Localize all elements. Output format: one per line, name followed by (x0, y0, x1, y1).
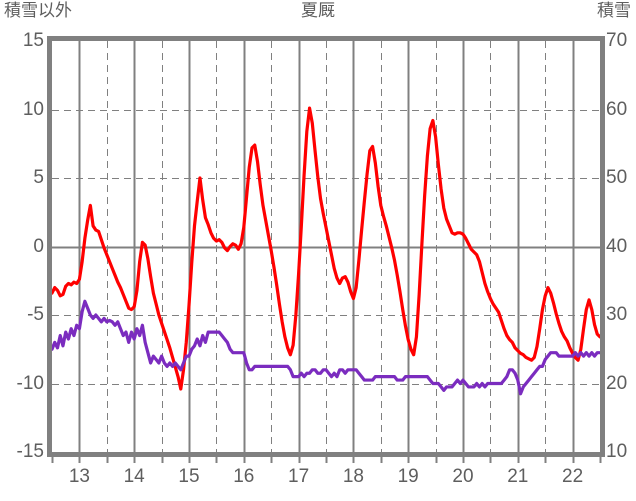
axis-bottom-spine (47, 452, 605, 457)
y-axis-left-tick-label: -5 (27, 304, 44, 325)
y-axis-right-tick-label: 20 (606, 372, 628, 394)
gridlines (52, 41, 600, 452)
y-axis-right-tick-label: 40 (606, 235, 628, 257)
y-axis-left-tick-label: -15 (16, 441, 44, 462)
chart-title: 夏厩 (301, 1, 335, 20)
y-axis-left-tick-label: 10 (22, 98, 44, 120)
x-axis-tick-label: 18 (342, 466, 364, 487)
axis-frame (47, 36, 605, 463)
left-axis-title: 積雪以外 (4, 1, 72, 20)
x-axis-tick-label: 13 (68, 466, 90, 487)
x-axis-tick-label: 22 (562, 466, 584, 487)
y-axis-right-tick-label: 50 (606, 167, 628, 188)
y-axis-left-tick-label: -10 (16, 372, 44, 394)
y-axis-left-tick-label: 15 (22, 30, 44, 51)
x-axis-tick-label: 20 (452, 466, 474, 487)
right-axis-title: 積雪 (597, 1, 631, 20)
axis-left-spine (47, 36, 52, 457)
y-axis-left-tick-label: 5 (33, 167, 44, 188)
y-axis-left-tick-label: 0 (33, 235, 44, 257)
series-line-other (50, 106, 602, 391)
x-axis-tick-label: 15 (178, 466, 200, 487)
x-axis-tick-label: 17 (288, 466, 310, 487)
x-axis-tick-label: 14 (123, 466, 145, 487)
series-line-snow (50, 299, 602, 396)
axis-top-spine (47, 36, 605, 41)
x-axis-tick-label: 19 (397, 466, 419, 487)
x-axis-tick-label: 21 (507, 466, 529, 487)
axis-right-spine (600, 36, 605, 457)
y-axis-right-tick-label: 30 (606, 304, 628, 325)
y-axis-right-tick-label: 60 (606, 98, 628, 120)
series-lines (50, 106, 602, 396)
y-axis-right-tick-label: 70 (606, 30, 628, 51)
y-axis-right-tick-label: 10 (606, 441, 628, 462)
x-axis-tick-label: 16 (233, 466, 255, 487)
